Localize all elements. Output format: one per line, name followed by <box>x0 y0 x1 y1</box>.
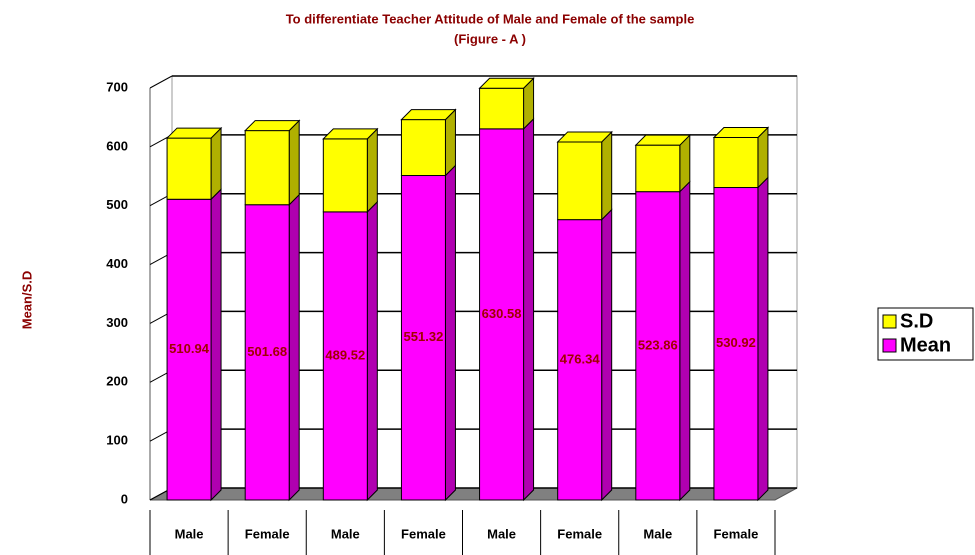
x-tick-label: Female <box>714 526 759 541</box>
bar <box>322 138 368 213</box>
bar-top <box>556 131 613 143</box>
value-label: 510.94 <box>169 341 210 356</box>
bar-side <box>366 200 378 502</box>
value-label: 523.86 <box>638 337 678 352</box>
bar-top <box>322 128 379 140</box>
value-label: 551.32 <box>404 329 444 344</box>
bar <box>713 136 759 189</box>
bar-top <box>243 120 301 132</box>
y-tick-label: 300 <box>106 315 128 330</box>
x-tick-label: Male <box>175 526 204 541</box>
bar <box>166 198 212 501</box>
bar <box>322 211 368 501</box>
y-tick-label: 0 <box>121 491 128 506</box>
bar <box>400 119 446 177</box>
legend-label: S.D <box>900 310 933 332</box>
value-label: 630.58 <box>482 306 522 321</box>
y-tick-label: 500 <box>106 197 128 212</box>
bar-top <box>478 77 535 89</box>
x-tick-label: Female <box>401 526 446 541</box>
value-label: 501.68 <box>247 344 287 359</box>
bar-side <box>288 193 300 502</box>
bar-side <box>444 164 456 502</box>
bar-side <box>288 119 300 206</box>
y-tick-label: 100 <box>106 433 128 448</box>
bar-side <box>444 108 456 177</box>
y-tick-label: 400 <box>106 256 128 271</box>
bar <box>557 141 603 221</box>
bar <box>479 87 525 130</box>
legend-swatch <box>882 338 897 353</box>
bar-side <box>523 117 535 502</box>
bar <box>244 130 290 206</box>
chart-subtitle: (Figure - A ) <box>454 31 526 46</box>
y-tick-label: 200 <box>106 374 128 389</box>
bar <box>400 175 446 501</box>
bar <box>166 137 212 200</box>
bar-side <box>366 127 378 214</box>
bar <box>713 187 759 501</box>
x-tick-label: Male <box>643 526 672 541</box>
legend-swatch <box>882 314 897 329</box>
y-tick-label: 600 <box>106 138 128 153</box>
x-tick-label: Male <box>331 526 360 541</box>
y-axis-label: Mean/S.D <box>19 271 34 330</box>
bar <box>635 144 681 193</box>
x-tick-label: Female <box>557 526 602 541</box>
value-label: 530.92 <box>716 335 756 350</box>
chart-title: To differentiate Teacher Attitude of Mal… <box>286 11 695 26</box>
bar <box>635 191 681 501</box>
bar-side <box>210 188 222 502</box>
value-label: 476.34 <box>560 351 601 366</box>
bar-top <box>712 126 770 138</box>
bar <box>557 219 603 501</box>
y-tick-label: 700 <box>106 79 128 94</box>
bar-side <box>601 208 613 502</box>
bar-top <box>634 134 692 146</box>
bar <box>479 128 525 501</box>
bar-side <box>601 130 613 221</box>
grid-line-side <box>149 75 173 89</box>
bar-top <box>165 127 223 139</box>
x-tick-label: Male <box>487 526 516 541</box>
value-label: 489.52 <box>325 347 365 362</box>
x-tick-label: Female <box>245 526 290 541</box>
bar-side <box>679 180 691 502</box>
bar-side <box>210 126 222 201</box>
bar-top <box>400 109 457 121</box>
bar-side <box>757 176 769 502</box>
legend-label: Mean <box>900 334 951 356</box>
bar <box>244 204 290 501</box>
